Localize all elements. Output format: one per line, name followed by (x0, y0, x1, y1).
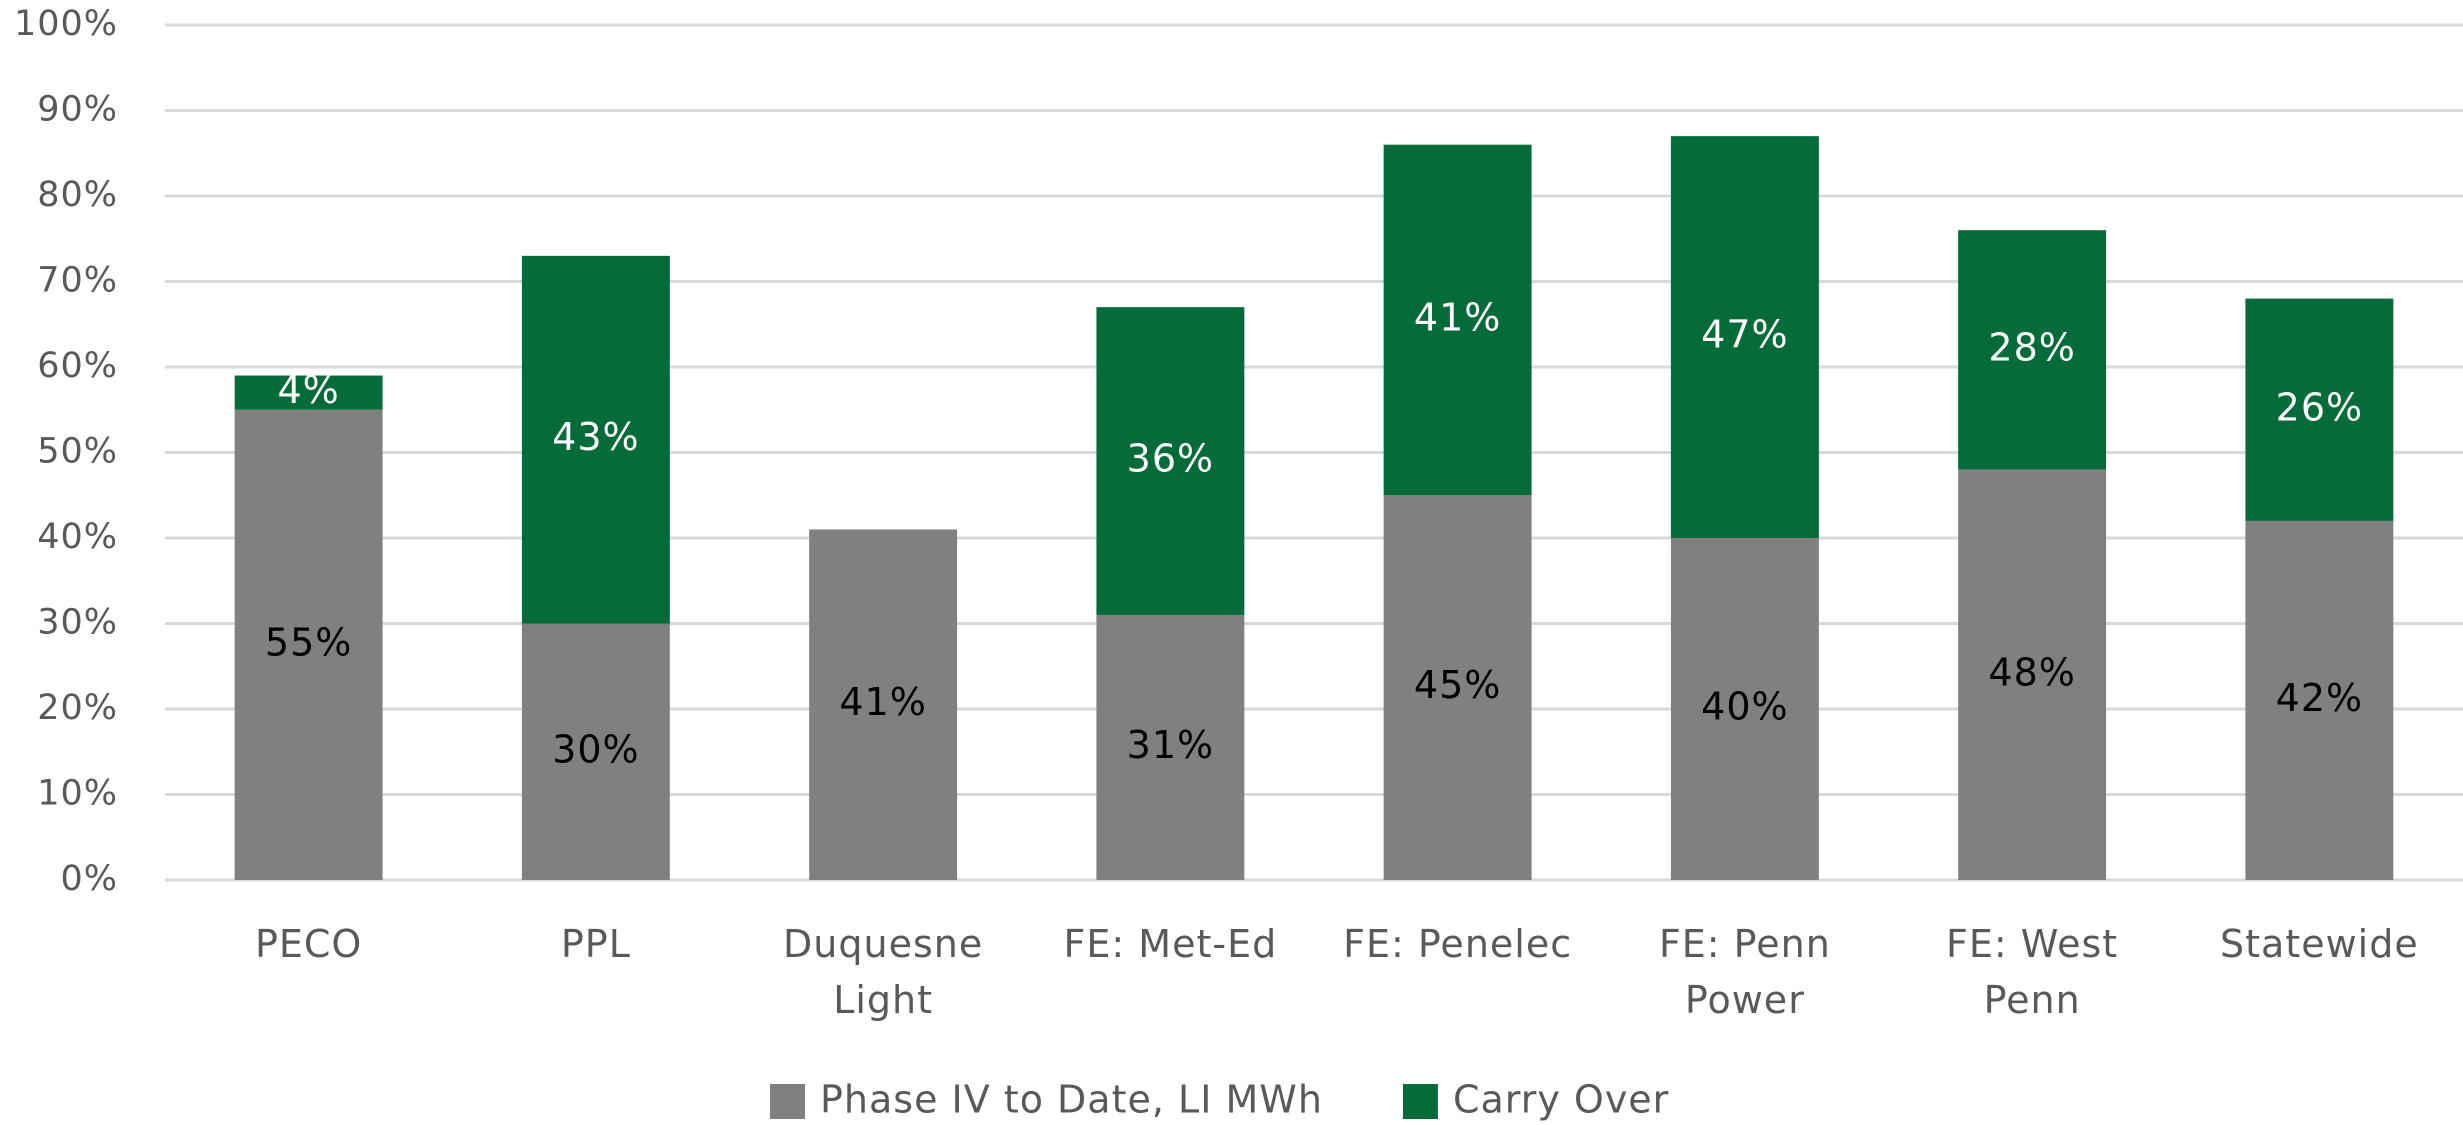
y-tick-label: 30% (37, 603, 118, 643)
data-label: 41% (839, 680, 926, 724)
y-tick-label: 40% (37, 517, 118, 557)
y-tick-label: 10% (37, 774, 118, 814)
x-tick-label: PECO (254, 922, 363, 966)
y-tick-label: 20% (37, 688, 118, 728)
x-tick-label: FE: Met-Ed (1063, 922, 1278, 966)
legend-swatch (770, 1084, 805, 1119)
data-label: 36% (1127, 437, 1214, 481)
bar-segment (2245, 298, 2394, 521)
x-tick-label: FE: West Penn (1946, 922, 2119, 1022)
x-tick-label: Duquesne Light (783, 922, 984, 1022)
y-tick-label: 0% (60, 859, 118, 899)
x-tick-label: Statewide (2220, 922, 2419, 966)
bar-segment (2245, 520, 2394, 880)
x-tick-label: FE: Penelec (1343, 922, 1573, 966)
bar-segment (1096, 307, 1245, 615)
data-label: 26% (2276, 385, 2363, 429)
data-label: 42% (2276, 676, 2363, 720)
bar-segment (809, 529, 958, 880)
data-label: 31% (1127, 723, 1214, 767)
bar-segment (1670, 136, 1819, 538)
legend-label: Phase IV to Date, LI MWh (820, 1078, 1323, 1122)
data-label: 41% (1414, 295, 1501, 339)
bar-segment (1670, 538, 1819, 880)
bar-segment (521, 255, 670, 624)
data-label: 45% (1414, 663, 1501, 707)
bar-segment (234, 375, 383, 410)
bar-segment (1958, 230, 2107, 470)
bar-segment (1958, 469, 2107, 880)
x-tick-label: PPL (560, 922, 631, 966)
bar-segment (521, 623, 670, 880)
y-tick-label: 70% (37, 261, 118, 301)
legend-label: Carry Over (1453, 1078, 1669, 1122)
y-tick-label: 60% (37, 346, 118, 386)
legend-swatch (1402, 1084, 1438, 1119)
x-tick-label: FE: Penn Power (1658, 922, 1831, 1022)
data-label: 47% (1701, 313, 1788, 357)
data-label: 28% (1988, 325, 2075, 369)
data-label: 48% (1988, 650, 2075, 694)
y-tick-label: 50% (37, 432, 118, 472)
data-label: 4% (277, 368, 339, 412)
bar-segment (1096, 614, 1245, 880)
bar-segment (1383, 144, 1532, 496)
bar-segment (1383, 495, 1532, 880)
y-tick-label: 100% (14, 4, 118, 44)
data-label: 40% (1701, 685, 1788, 729)
data-label: 55% (265, 620, 352, 664)
y-tick-label: 80% (37, 175, 118, 215)
bar-segment (234, 409, 383, 880)
data-label: 30% (552, 727, 639, 771)
y-tick-label: 90% (37, 90, 118, 130)
data-label: 43% (552, 415, 639, 459)
